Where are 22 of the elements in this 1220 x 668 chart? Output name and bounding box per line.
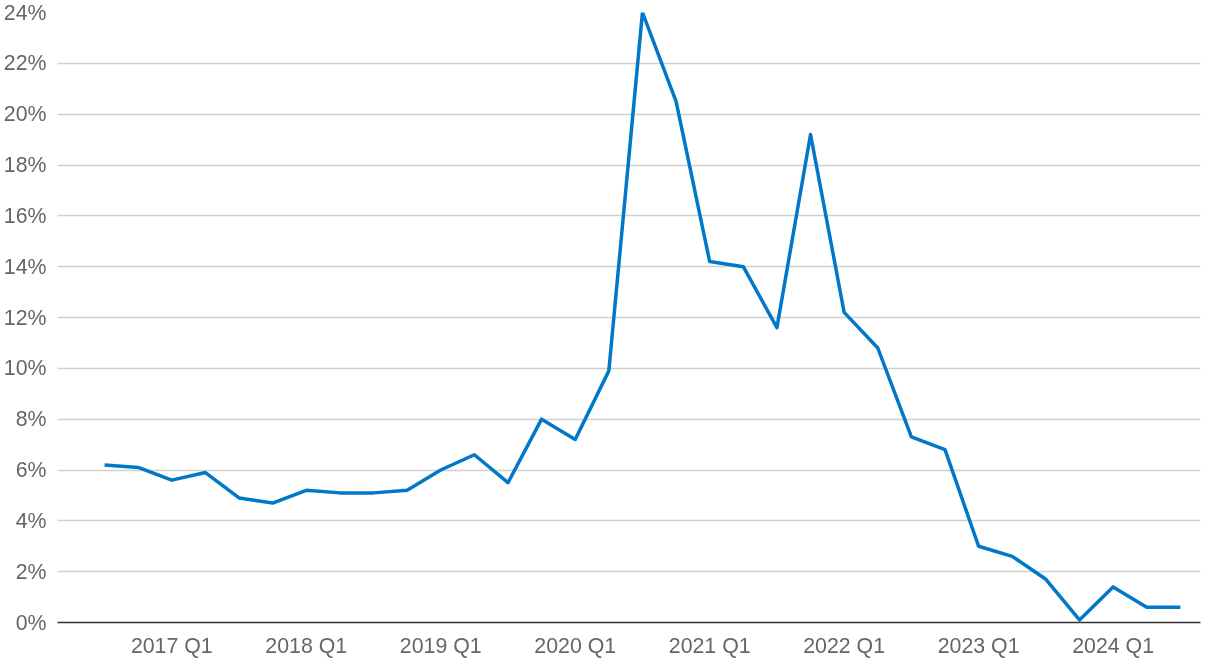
x-tick-label: 2019 Q1 [399,633,482,658]
x-tick-label: 2023 Q1 [937,633,1020,658]
x-tick-label: 2020 Q1 [534,633,617,658]
y-tick-label: 24% [3,0,47,25]
y-tick-label: 2% [15,559,47,584]
y-tick-label: 0% [15,610,47,635]
y-tick-label: 12% [3,305,47,330]
y-tick-label: 22% [3,51,47,76]
line-series [102,12,1183,622]
x-tick-label: 2021 Q1 [668,633,751,658]
y-tick-label: 18% [3,153,47,177]
x-tick-label: 2022 Q1 [803,633,886,658]
x-tick-label: 2024 Q1 [1072,633,1155,658]
y-tick-label: 4% [15,508,47,533]
y-tick-label: 8% [15,407,47,432]
y-tick-label: 16% [3,203,47,228]
y-tick-label: 6% [15,458,47,482]
y-tick-label: 14% [3,254,47,279]
x-tick-label: 2017 Q1 [130,633,213,658]
y-tick-label: 10% [3,356,47,381]
x-tick-label: 2018 Q1 [265,633,348,658]
y-tick-label: 20% [3,102,47,127]
